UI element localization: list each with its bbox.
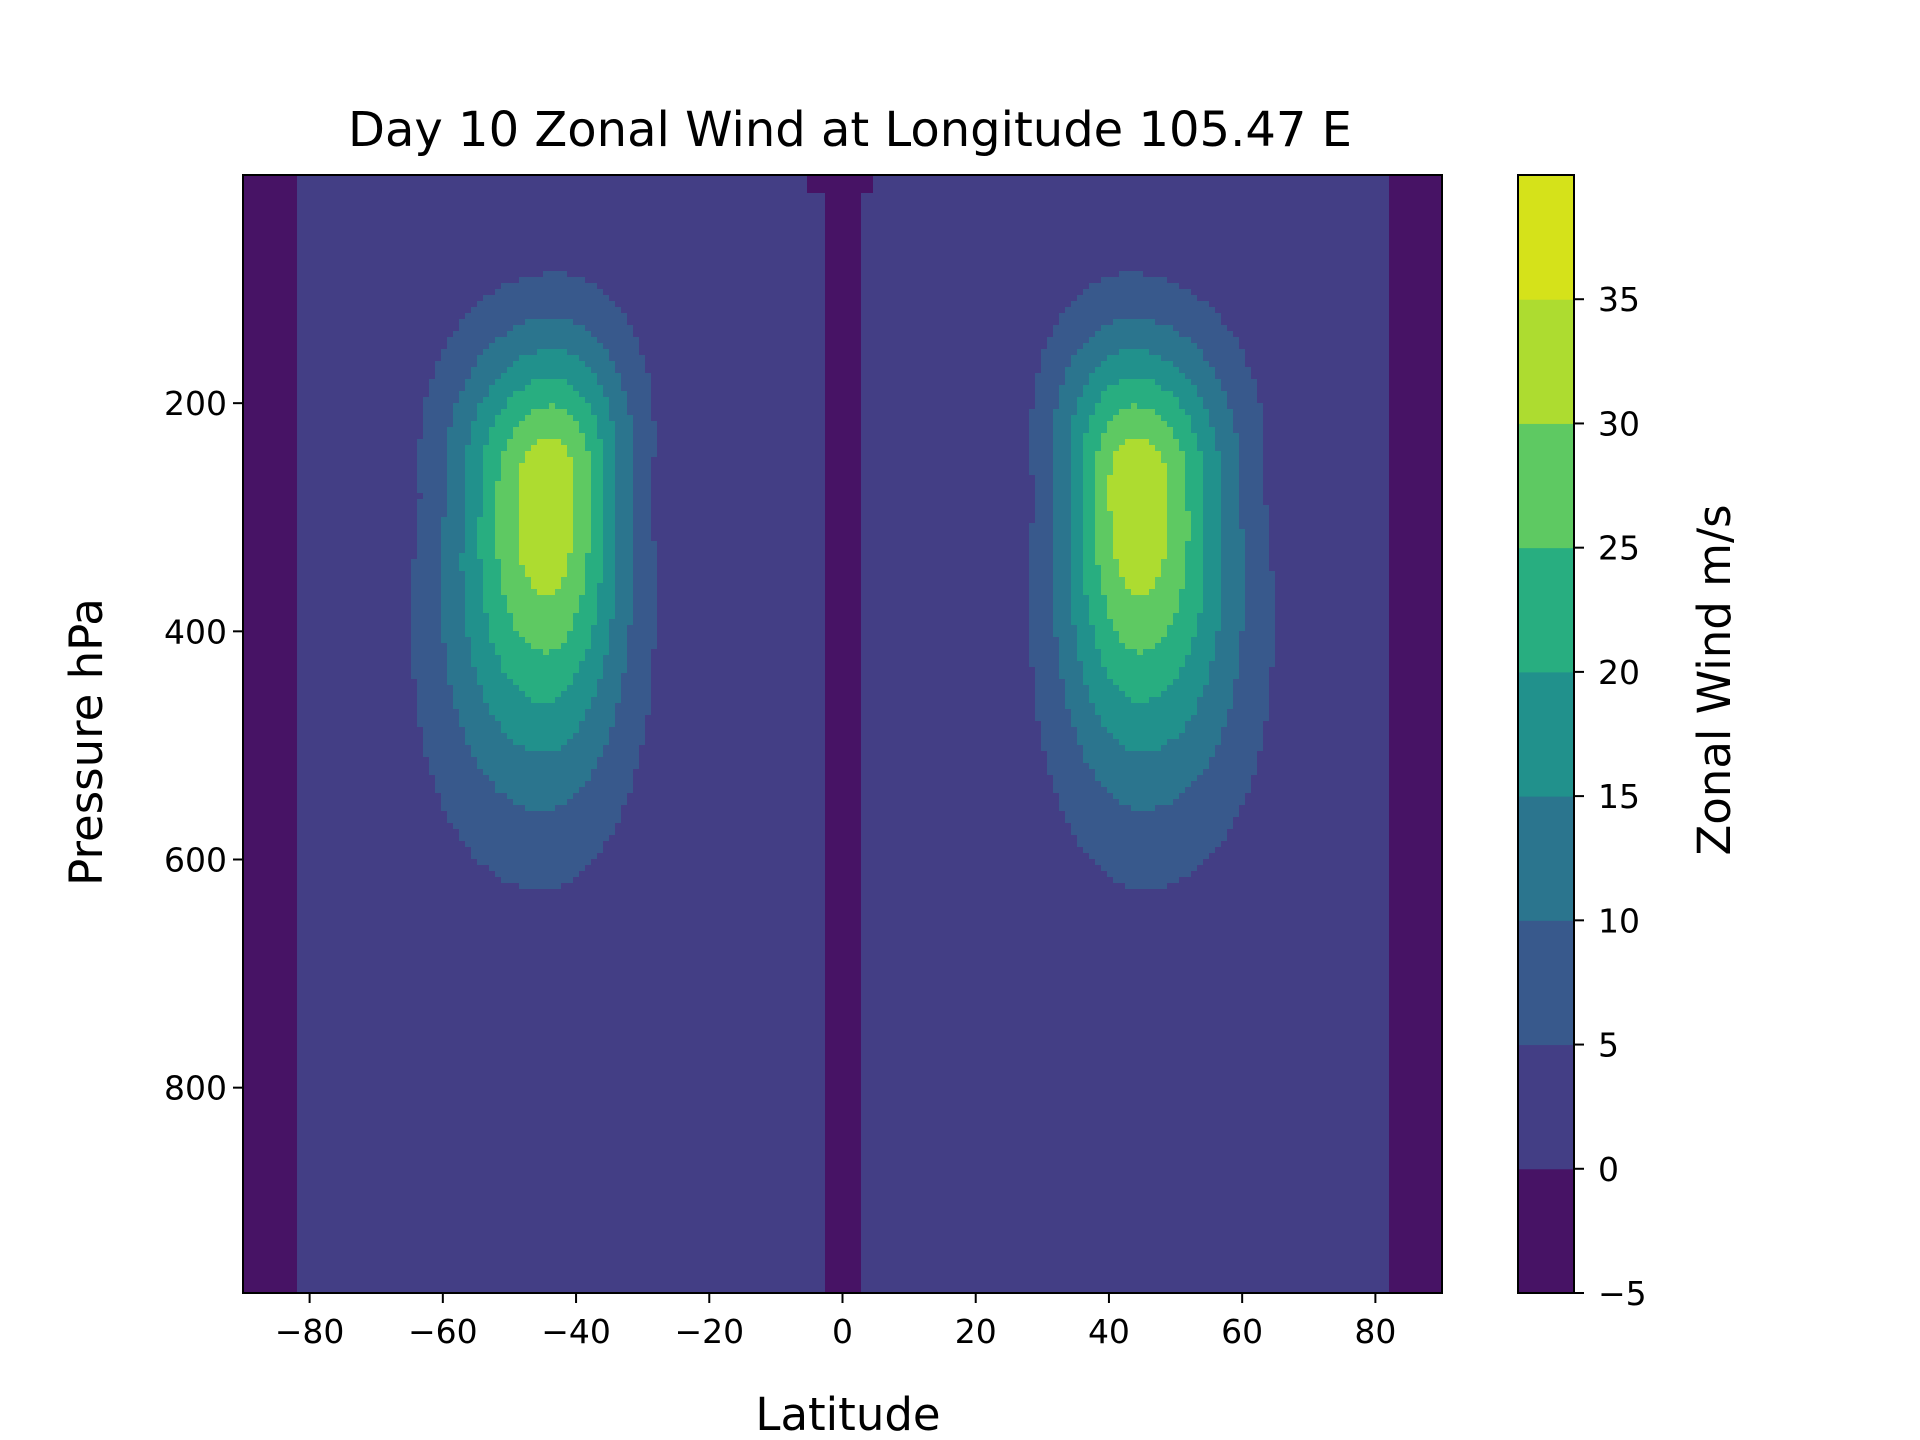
- colorbar-tick-label: 20: [1598, 653, 1640, 692]
- plot-area: [243, 175, 1443, 1294]
- colorbar-title: Zonal Wind m/s: [1688, 504, 1741, 855]
- contour-fill: [243, 175, 1443, 1294]
- colorbar-segment: [1518, 548, 1574, 673]
- x-axis-title: Latitude: [755, 1388, 940, 1440]
- y-tick-label: 800: [164, 1069, 227, 1108]
- colorbar-segment: [1518, 423, 1574, 548]
- colorbar-segment: [1518, 796, 1574, 921]
- colorbar-segment: [1518, 1169, 1574, 1294]
- x-tick-label: 80: [1354, 1312, 1396, 1351]
- x-axis: −80 −60 −40 −20 0 20 40 60 80: [275, 1293, 1397, 1351]
- colorbar-tick-label: 35: [1598, 280, 1640, 319]
- x-tick-label: −80: [275, 1312, 345, 1351]
- y-tick-label: 200: [164, 384, 227, 423]
- x-tick-label: −20: [674, 1312, 744, 1351]
- y-tick-label: 400: [164, 612, 227, 651]
- x-tick-label: 60: [1221, 1312, 1263, 1351]
- y-axis: 200 400 600 800: [164, 384, 243, 1107]
- colorbar-segment: [1518, 175, 1574, 300]
- colorbar-tick-label: 10: [1598, 901, 1640, 940]
- colorbar-tick-label: 0: [1598, 1150, 1619, 1189]
- colorbar-tick-label: 30: [1598, 404, 1640, 443]
- colorbar-tick-label: 15: [1598, 777, 1640, 816]
- x-tick-label: −60: [408, 1312, 478, 1351]
- colorbar-segment: [1518, 299, 1574, 424]
- colorbar: −5 0 5 10 15 20 25 30 35: [1518, 175, 1647, 1313]
- colorbar-segment: [1518, 672, 1574, 797]
- y-axis-title: Pressure hPa: [60, 598, 113, 886]
- colorbar-segment: [1518, 920, 1574, 1045]
- colorbar-segment: [1518, 1045, 1574, 1170]
- colorbar-tick-label: −5: [1598, 1274, 1647, 1313]
- x-tick-label: 0: [832, 1312, 853, 1351]
- chart-title: Day 10 Zonal Wind at Longitude 105.47 E: [348, 102, 1352, 158]
- colorbar-tick-label: 25: [1598, 529, 1640, 568]
- x-tick-label: 20: [955, 1312, 997, 1351]
- x-tick-label: −40: [541, 1312, 611, 1351]
- y-tick-label: 600: [164, 840, 227, 879]
- x-tick-label: 40: [1088, 1312, 1130, 1351]
- colorbar-tick-label: 5: [1598, 1026, 1619, 1065]
